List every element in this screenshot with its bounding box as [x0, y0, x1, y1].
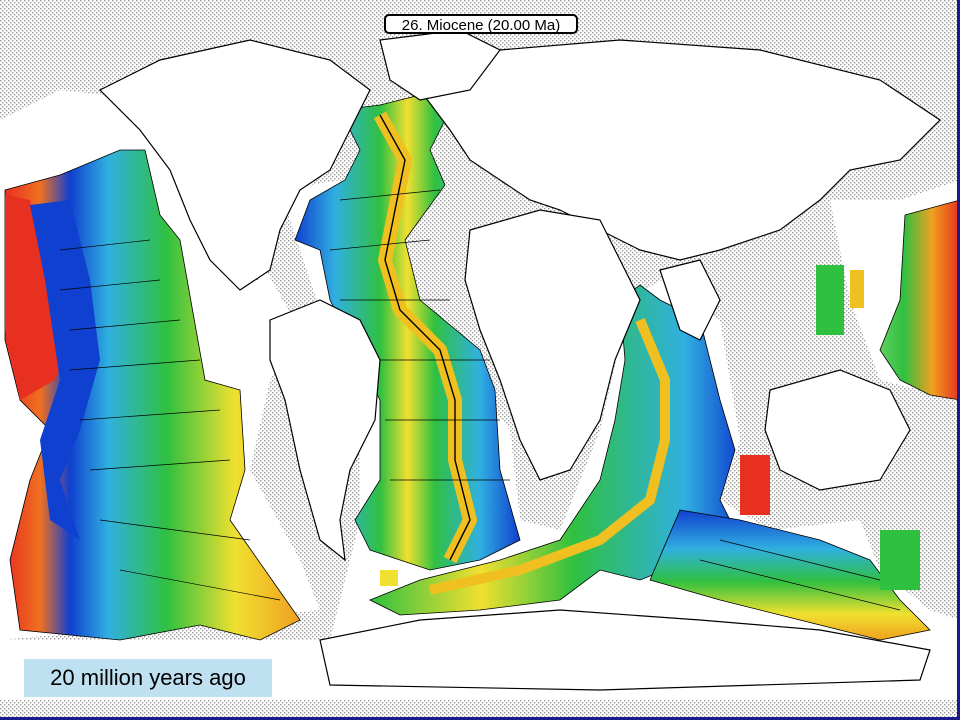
east-seafloor — [879, 199, 960, 401]
southern-seafloor — [649, 509, 931, 641]
frame-border-right — [957, 0, 960, 720]
frame-border-bottom — [0, 717, 960, 720]
pacific-blue-strip — [30, 200, 100, 540]
age-caption: 20 million years ago — [24, 659, 272, 697]
atlantic-ridge-axis — [379, 114, 471, 561]
indian-seafloor — [369, 284, 741, 616]
indian-yellow-ridge — [428, 318, 670, 595]
continent-outlines — [98, 29, 941, 691]
map-title: 26. Miocene (20.00 Ma) — [384, 14, 578, 34]
fracture-lines — [59, 189, 901, 611]
pacific-red-edge — [5, 195, 70, 400]
